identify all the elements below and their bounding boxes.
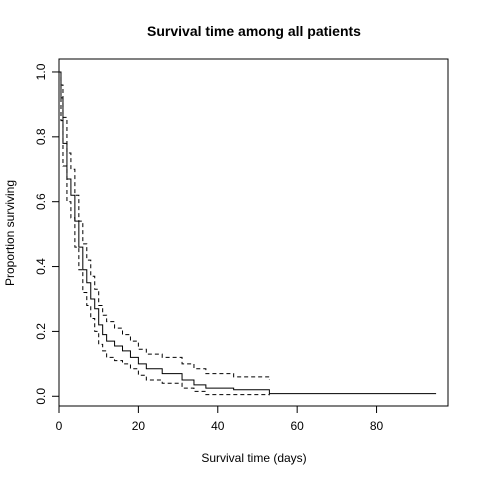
plot-frame [58, 58, 449, 407]
survival-estimate-line [59, 71, 437, 395]
chart-title: Survival time among all patients [147, 23, 361, 39]
x-tick-label: 40 [211, 419, 225, 433]
y-tick-label: 0.8 [34, 128, 48, 145]
x-tick-label: 80 [370, 419, 384, 433]
y-axis-label: Proportion surviving [3, 180, 17, 286]
x-tick-label: 20 [132, 419, 146, 433]
confidence-band-line [59, 71, 270, 396]
y-tick-label: 1.0 [34, 63, 48, 80]
x-axis: 0 20 40 60 80 [56, 405, 384, 433]
y-tick-label: 0.2 [34, 323, 48, 340]
confidence-band-line [59, 71, 270, 381]
x-axis-label: Survival time (days) [201, 451, 306, 465]
y-tick-label: 0.6 [34, 193, 48, 210]
x-tick-label: 0 [56, 419, 63, 433]
y-tick-label: 0.0 [34, 388, 48, 405]
x-tick-label: 60 [290, 419, 304, 433]
y-axis: 0.0 0.2 0.4 0.6 0.8 1.0 [34, 63, 60, 405]
survival-curves [59, 71, 437, 396]
y-tick-label: 0.4 [34, 258, 48, 275]
